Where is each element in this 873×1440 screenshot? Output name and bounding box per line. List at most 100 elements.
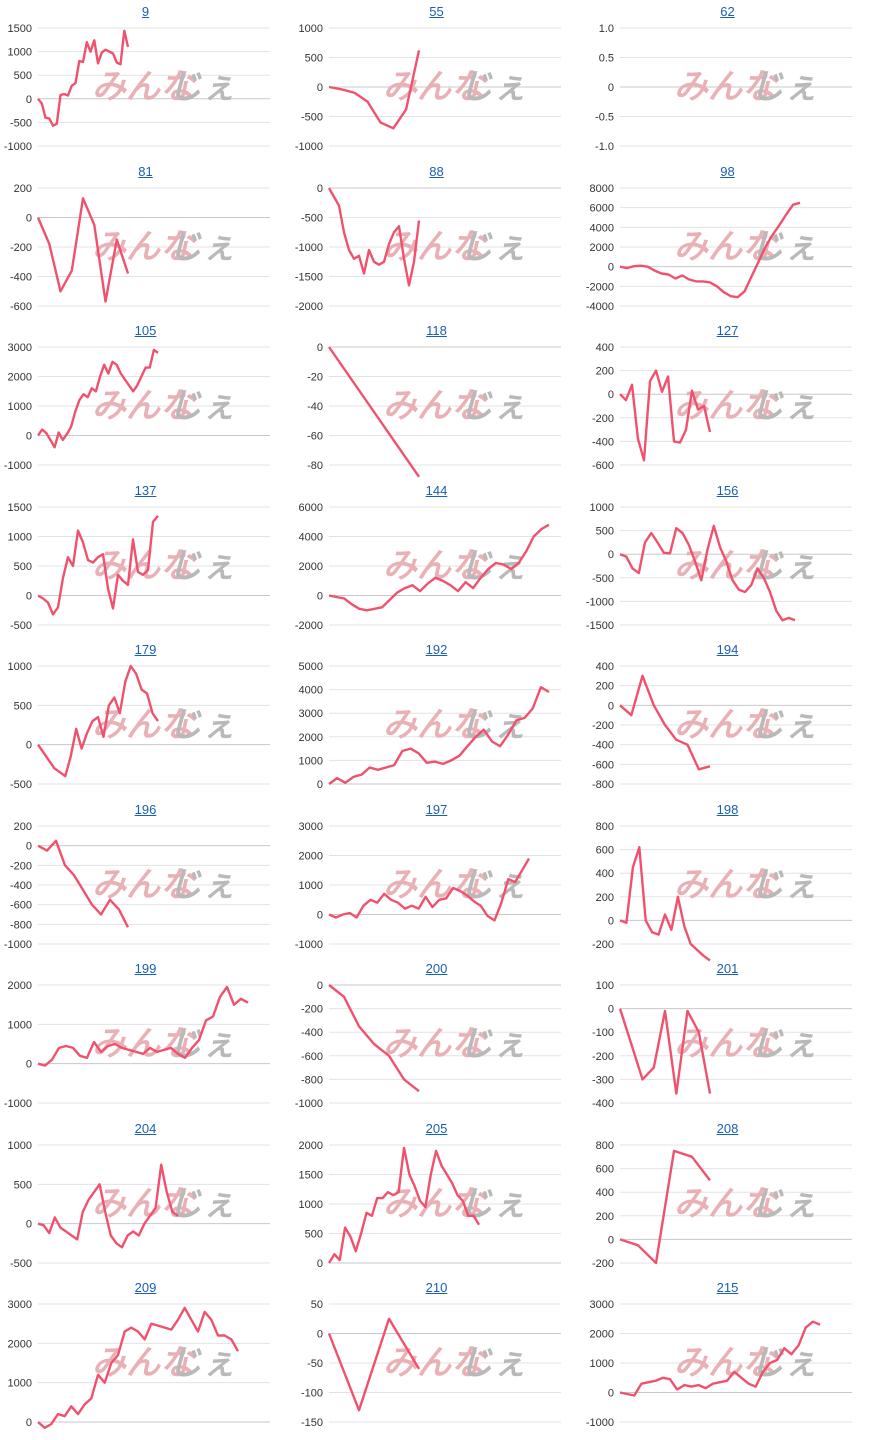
watermark-part-a: みんな bbox=[674, 1184, 779, 1224]
chart-title-link[interactable]: 62 bbox=[720, 4, 735, 19]
y-tick-label: -60 bbox=[307, 431, 323, 443]
chart-title-link[interactable]: 9 bbox=[141, 4, 150, 19]
watermark-part-b: じぇ bbox=[750, 705, 818, 745]
series-line bbox=[619, 201, 801, 298]
chart-title-link[interactable]: 210 bbox=[425, 1280, 448, 1295]
watermark-part-a: みんな bbox=[92, 1343, 197, 1383]
watermark-part-b: じぇ bbox=[459, 1184, 527, 1224]
y-tick-label: 0 bbox=[317, 909, 323, 921]
y-tick-label: -600 bbox=[10, 899, 32, 911]
chart-title-link[interactable]: 179 bbox=[134, 642, 157, 657]
chart-title-link[interactable]: 105 bbox=[134, 323, 157, 338]
y-tick-label: -500 bbox=[301, 112, 323, 124]
chart-title-link[interactable]: 127 bbox=[716, 323, 739, 338]
y-tick-label: 0 bbox=[26, 1417, 32, 1429]
chart-title-link[interactable]: 204 bbox=[134, 1120, 157, 1136]
y-tick-label: 6000 bbox=[299, 502, 323, 514]
y-tick-label: -0.5 bbox=[595, 112, 614, 124]
y-tick-label: 600 bbox=[596, 844, 614, 856]
chart-title-link[interactable]: 118 bbox=[426, 323, 447, 338]
chart-title-link[interactable]: 208 bbox=[716, 1120, 739, 1136]
y-tick-label: -500 bbox=[10, 1258, 32, 1270]
chart-panel-9: 9 1500 1000 500 0 -500 -1000 みんな じぇ bbox=[0, 0, 291, 160]
watermark-part-b: じぇ bbox=[750, 1184, 818, 1224]
y-tick-label: 0 bbox=[317, 1258, 323, 1270]
chart-title-link[interactable]: 81 bbox=[138, 163, 153, 179]
y-tick-label: 0 bbox=[26, 431, 32, 443]
y-tick-label: 0 bbox=[608, 82, 614, 94]
series-line bbox=[619, 1149, 711, 1264]
watermark-part-a: みんな bbox=[674, 865, 779, 905]
y-tick-label: 0 bbox=[317, 1329, 323, 1341]
y-tick-label: -400 bbox=[592, 436, 614, 448]
watermark-part-b: じぇ bbox=[459, 67, 527, 107]
chart-title-link[interactable]: 137 bbox=[134, 482, 157, 498]
y-tick-label: 0 bbox=[317, 779, 323, 791]
series-line bbox=[327, 186, 421, 287]
y-tick-label: 6000 bbox=[590, 202, 614, 214]
y-tick-label: -150 bbox=[301, 1417, 323, 1429]
chart-title-link[interactable]: 144 bbox=[425, 482, 448, 498]
y-tick-label: 0 bbox=[26, 590, 32, 602]
watermark-part-b: じぇ bbox=[459, 705, 527, 745]
chart-title-link[interactable]: 201 bbox=[716, 961, 739, 976]
y-tick-label: -200 bbox=[592, 939, 614, 951]
watermark-part-b: じぇ bbox=[168, 67, 236, 107]
chart-panel-196: 196 200 0 -200 -400 -600 -800 -1000 みんな じぇ bbox=[0, 798, 291, 958]
y-tick-label: 4000 bbox=[299, 685, 323, 697]
series-line bbox=[327, 1317, 421, 1412]
y-tick-label: -200 bbox=[301, 1004, 323, 1016]
chart-title-link[interactable]: 215 bbox=[716, 1280, 739, 1295]
chart-panel-98: 98 8000 6000 4000 2000 0 -2000 -4000 みんな じぇ bbox=[582, 160, 873, 320]
chart-title-link[interactable]: 192 bbox=[425, 642, 448, 657]
chart-title-link[interactable]: 199 bbox=[134, 961, 157, 976]
chart-title-link[interactable]: 196 bbox=[134, 801, 157, 817]
y-tick-label: -300 bbox=[592, 1074, 614, 1086]
chart-title-link[interactable]: 209 bbox=[134, 1280, 157, 1295]
chart-title-link[interactable]: 200 bbox=[425, 961, 448, 976]
chart-title-link[interactable]: 98 bbox=[720, 163, 735, 179]
y-tick-label: -500 bbox=[10, 779, 32, 791]
chart-title-link[interactable]: 156 bbox=[716, 482, 739, 498]
y-tick-label: 0 bbox=[26, 1059, 32, 1071]
y-tick-label: 0 bbox=[26, 1218, 32, 1230]
chart-panel-201: 201 100 0 -100 -200 -300 -400 みんな じぇ bbox=[582, 957, 873, 1117]
chart-title-link[interactable]: 198 bbox=[716, 801, 739, 817]
chart-title-link[interactable]: 205 bbox=[425, 1120, 448, 1136]
watermark-part-a: みんな bbox=[92, 67, 197, 107]
chart-title-link[interactable]: 88 bbox=[429, 163, 444, 179]
y-tick-label: -800 bbox=[10, 919, 32, 931]
y-tick-label: 400 bbox=[596, 868, 614, 880]
y-tick-label: -1000 bbox=[4, 1098, 32, 1110]
chart-title-link[interactable]: 197 bbox=[425, 801, 448, 817]
chart-panel-179: 179 1000 500 0 -500 みんな じぇ bbox=[0, 638, 291, 798]
series-line bbox=[37, 1306, 240, 1430]
series-line bbox=[37, 664, 159, 778]
y-tick-label: 0 bbox=[608, 700, 614, 712]
chart-title-link[interactable]: 194 bbox=[716, 642, 739, 657]
y-tick-label: -400 bbox=[592, 1098, 614, 1110]
y-tick-label: -500 bbox=[301, 212, 323, 224]
y-tick-label: -2000 bbox=[295, 301, 323, 313]
chart-title-link[interactable]: 55 bbox=[429, 4, 444, 19]
y-tick-label: -1000 bbox=[295, 1098, 323, 1110]
series-line bbox=[37, 839, 130, 928]
y-tick-label: 5000 bbox=[299, 661, 323, 673]
y-tick-label: 1000 bbox=[8, 47, 32, 59]
y-tick-label: 500 bbox=[305, 53, 323, 65]
watermark-part-b: じぇ bbox=[168, 386, 236, 426]
y-tick-label: -400 bbox=[592, 740, 614, 752]
watermark-part-a: みんな bbox=[674, 705, 779, 745]
